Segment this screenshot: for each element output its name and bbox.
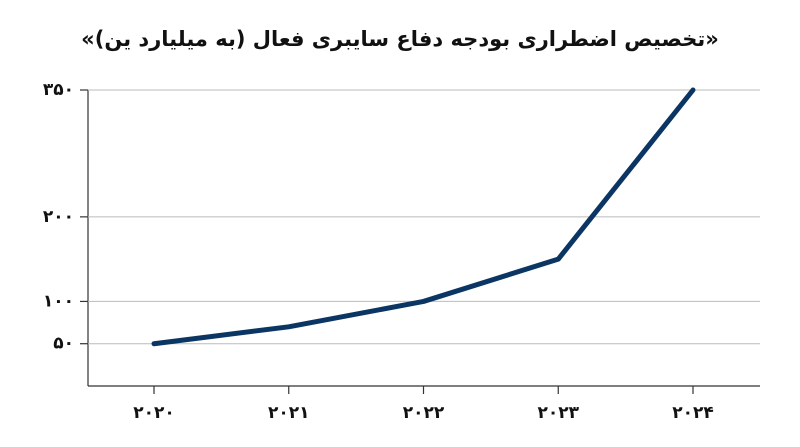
x-tick-label: ۲۰۲۱ <box>268 403 310 423</box>
x-tick-label: ۲۰۲۳ <box>537 403 579 423</box>
y-tick-label: ۱۰۰ <box>43 291 74 311</box>
line-series <box>151 87 696 347</box>
y-tick-label: ۳۵۰ <box>43 80 74 100</box>
x-tick-label: ۲۰۲۲ <box>403 403 445 423</box>
y-tick-label: ۵۰ <box>53 334 74 354</box>
chart-title: «تخصیص اضطراری بودجه دفاع سایبری فعال (ب… <box>81 27 719 51</box>
x-tick-label: ۲۰۲۴ <box>672 403 714 423</box>
x-tick-label: ۲۰۲۰ <box>133 403 175 423</box>
y-tick-label: ۲۰۰ <box>43 207 74 227</box>
